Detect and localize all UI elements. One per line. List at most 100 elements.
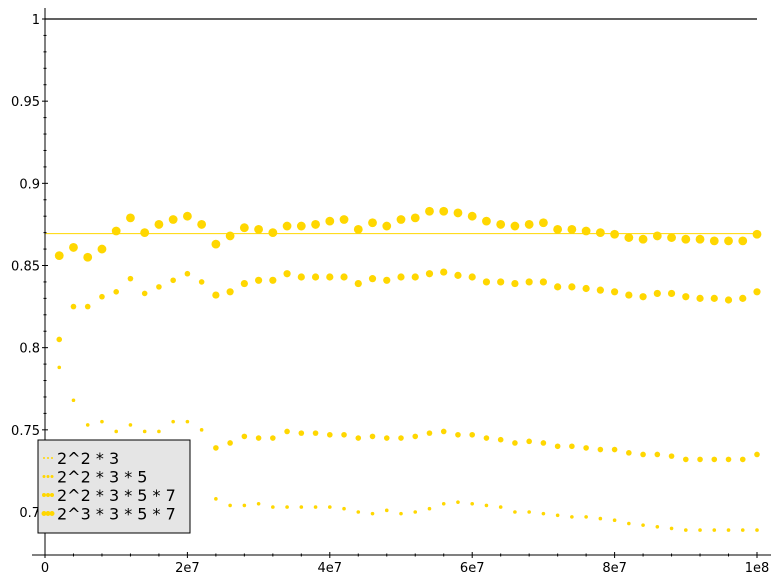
data-point	[468, 273, 476, 281]
legend-marker	[45, 511, 51, 516]
data-point	[567, 224, 577, 234]
data-point	[368, 275, 377, 283]
data-point	[681, 234, 691, 244]
data-point	[410, 213, 420, 223]
legend-marker	[49, 511, 55, 516]
data-point	[242, 503, 247, 508]
data-point	[597, 446, 604, 453]
data-point	[341, 431, 347, 438]
data-point	[584, 515, 588, 519]
data-point	[57, 365, 62, 370]
data-point	[555, 513, 560, 518]
data-point	[413, 510, 418, 514]
legend-label: 2^2 * 3	[57, 449, 119, 468]
data-point	[211, 239, 221, 249]
data-point	[154, 220, 164, 229]
data-point	[624, 233, 634, 242]
data-point	[83, 252, 93, 262]
data-point	[228, 503, 232, 508]
data-point	[168, 215, 178, 224]
x-tick-label: 2e7	[175, 561, 200, 576]
data-point	[511, 279, 519, 288]
data-point	[69, 243, 78, 252]
legend-marker	[43, 457, 45, 459]
data-point	[697, 456, 703, 463]
data-point	[498, 505, 503, 509]
data-point	[652, 231, 662, 241]
data-point	[396, 215, 406, 224]
data-point	[399, 511, 403, 516]
data-point	[170, 277, 176, 284]
data-point	[183, 211, 192, 221]
data-point	[684, 528, 688, 532]
data-point	[611, 288, 619, 296]
x-tick-label: 1e8	[745, 561, 770, 576]
data-point	[298, 430, 305, 436]
legend-marker	[50, 493, 54, 497]
y-tick-label: 0.85	[11, 260, 40, 275]
data-point	[553, 224, 563, 234]
data-point	[254, 224, 263, 234]
reference-lines	[45, 18, 757, 235]
data-point	[525, 278, 533, 286]
data-point	[126, 213, 135, 223]
data-point	[739, 456, 746, 463]
data-point	[539, 218, 548, 228]
data-point	[497, 278, 505, 286]
data-point	[483, 435, 490, 441]
data-point	[212, 291, 220, 299]
data-point	[411, 273, 419, 281]
data-point	[467, 211, 477, 221]
data-point	[510, 221, 520, 231]
data-point	[655, 524, 660, 529]
data-point	[554, 283, 562, 291]
data-point	[114, 429, 118, 434]
data-point	[99, 293, 105, 300]
data-point	[541, 511, 546, 516]
data-point	[625, 291, 633, 299]
data-point	[668, 453, 675, 459]
data-point	[383, 435, 390, 441]
data-point	[383, 276, 391, 284]
data-point	[724, 296, 733, 304]
data-point	[71, 398, 76, 403]
data-point	[709, 236, 719, 246]
data-point	[639, 293, 647, 301]
data-point	[426, 430, 433, 436]
data-point	[227, 440, 233, 446]
data-point	[453, 208, 463, 218]
data-point	[270, 435, 276, 441]
data-point	[610, 229, 619, 239]
data-point	[113, 288, 119, 295]
data-point	[171, 419, 175, 424]
data-point	[368, 218, 377, 228]
data-point	[440, 428, 447, 435]
data-point	[256, 501, 261, 506]
data-point	[311, 273, 320, 281]
data-point	[157, 429, 161, 434]
data-point	[97, 244, 107, 254]
data-point	[755, 528, 759, 532]
data-point	[111, 226, 121, 236]
data-point	[354, 279, 362, 288]
x-tick-label: 8e7	[602, 561, 627, 576]
data-point	[470, 501, 475, 506]
data-point	[497, 436, 504, 443]
data-point	[711, 456, 718, 463]
data-point	[682, 293, 690, 301]
data-point	[356, 510, 361, 514]
data-point	[214, 497, 218, 501]
data-point	[240, 279, 248, 288]
data-point	[56, 336, 63, 343]
data-point	[753, 288, 761, 296]
data-point	[353, 224, 363, 234]
data-point	[198, 279, 205, 285]
data-point	[140, 228, 150, 238]
legend-label: 2^2 * 3 * 5	[57, 468, 147, 487]
data-point	[369, 433, 376, 440]
data-point	[127, 275, 134, 282]
x-tick-label: 6e7	[460, 561, 485, 576]
data-point	[327, 431, 333, 438]
data-point	[570, 515, 574, 519]
